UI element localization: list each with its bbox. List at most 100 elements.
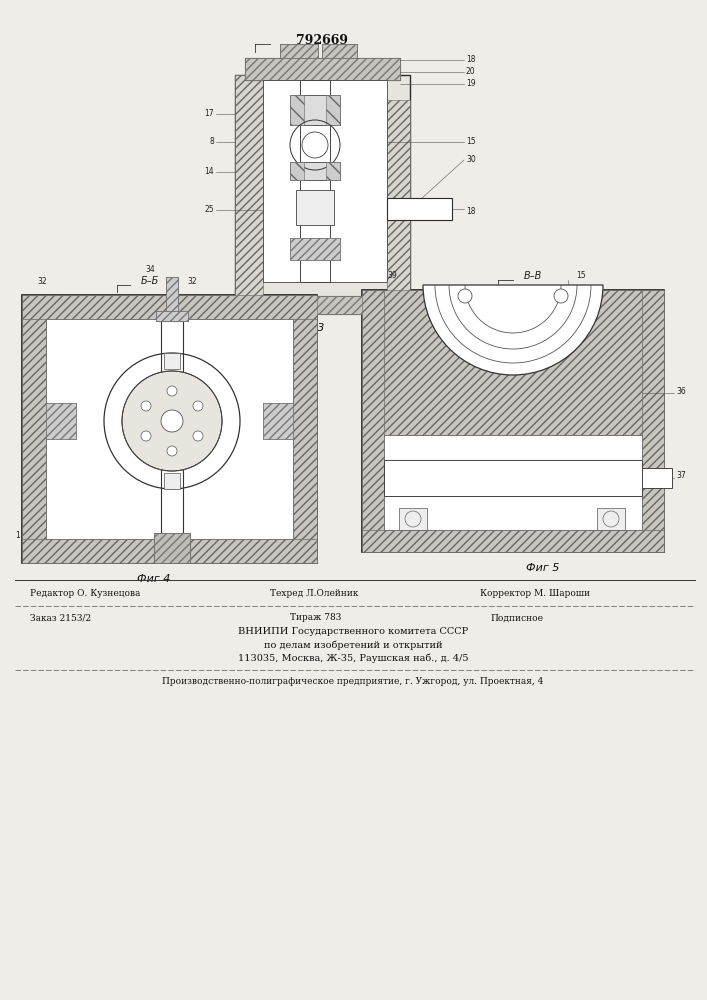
Text: 18: 18: [466, 55, 476, 64]
Text: 35: 35: [56, 412, 66, 420]
Bar: [384, 435, 642, 530]
Bar: [326, 162, 340, 180]
Bar: [164, 353, 180, 369]
Text: 19: 19: [466, 80, 476, 89]
Bar: [280, 44, 318, 58]
Text: В–В: В–В: [524, 271, 542, 281]
Bar: [235, 296, 470, 314]
Text: Б–Б: Б–Б: [141, 276, 159, 286]
Bar: [46, 403, 76, 439]
Circle shape: [141, 431, 151, 441]
Circle shape: [161, 410, 183, 432]
Bar: [161, 321, 183, 537]
Bar: [387, 100, 410, 300]
Text: 32: 32: [187, 276, 197, 286]
Circle shape: [458, 289, 472, 303]
Bar: [46, 403, 76, 439]
Text: 37: 37: [676, 472, 686, 481]
Bar: [326, 95, 340, 125]
Bar: [642, 468, 672, 488]
Bar: [362, 530, 664, 552]
Text: 113035, Москва, Ж-35, Раушская наб., д. 4/5: 113035, Москва, Ж-35, Раушская наб., д. …: [238, 653, 468, 663]
Bar: [290, 162, 304, 180]
Bar: [300, 80, 330, 282]
Bar: [362, 290, 664, 552]
Bar: [597, 508, 625, 530]
Circle shape: [122, 371, 222, 471]
Bar: [263, 403, 293, 439]
Bar: [290, 238, 340, 260]
Bar: [263, 80, 387, 282]
Circle shape: [554, 289, 568, 303]
Bar: [362, 290, 384, 530]
Text: 21: 21: [219, 306, 229, 315]
Text: 1: 1: [16, 530, 20, 540]
Text: 17: 17: [204, 109, 214, 118]
Bar: [164, 473, 180, 489]
Text: 32: 32: [37, 276, 47, 286]
Bar: [290, 95, 304, 125]
Bar: [156, 311, 188, 321]
Text: 25: 25: [204, 206, 214, 215]
Text: 15: 15: [576, 271, 586, 280]
Bar: [235, 75, 410, 300]
Text: 34: 34: [145, 265, 155, 274]
Bar: [293, 319, 317, 539]
Wedge shape: [423, 285, 603, 375]
Bar: [290, 162, 340, 180]
Text: 30: 30: [466, 155, 476, 164]
Bar: [154, 533, 190, 563]
Text: Редактор О. Кузнецова: Редактор О. Кузнецова: [30, 589, 141, 598]
Text: Фиг 5: Фиг 5: [526, 563, 560, 573]
Bar: [22, 295, 317, 563]
Bar: [245, 58, 400, 80]
Bar: [22, 539, 317, 563]
Text: Фиг 3: Фиг 3: [291, 323, 325, 333]
Bar: [387, 198, 452, 220]
Text: Заказ 2153/2: Заказ 2153/2: [30, 613, 91, 622]
Text: Фиг 4: Фиг 4: [137, 574, 170, 584]
Bar: [280, 44, 318, 58]
Text: 39: 39: [387, 271, 397, 280]
Bar: [290, 95, 340, 125]
Text: 20: 20: [466, 68, 476, 77]
Bar: [235, 296, 470, 314]
Bar: [384, 290, 642, 435]
Text: по делам изобретений и открытий: по делам изобретений и открытий: [264, 640, 443, 650]
Bar: [642, 290, 664, 530]
Text: 36: 36: [676, 386, 686, 395]
Text: Подписное: Подписное: [490, 613, 543, 622]
Circle shape: [141, 401, 151, 411]
Text: 15: 15: [466, 137, 476, 146]
Bar: [235, 75, 263, 300]
Bar: [22, 319, 46, 539]
Text: 8: 8: [209, 137, 214, 146]
Text: Тираж 783: Тираж 783: [290, 613, 341, 622]
Bar: [296, 190, 334, 225]
Bar: [290, 238, 340, 260]
Bar: [399, 508, 427, 530]
Text: Техред Л.Олейник: Техред Л.Олейник: [270, 589, 358, 598]
Bar: [166, 277, 178, 319]
Bar: [156, 311, 188, 321]
Bar: [166, 277, 178, 319]
Bar: [154, 533, 190, 563]
Bar: [322, 44, 357, 58]
Circle shape: [167, 386, 177, 396]
Bar: [46, 319, 293, 539]
Circle shape: [193, 401, 203, 411]
Text: Корректор М. Шароши: Корректор М. Шароши: [480, 589, 590, 598]
Circle shape: [167, 446, 177, 456]
Circle shape: [193, 431, 203, 441]
Text: 18: 18: [466, 208, 476, 217]
Bar: [384, 460, 642, 496]
Bar: [22, 295, 317, 319]
Bar: [245, 58, 400, 80]
Text: 14: 14: [204, 167, 214, 176]
Bar: [322, 44, 357, 58]
Text: ВНИИПИ Государственного комитета СССР: ВНИИПИ Государственного комитета СССР: [238, 628, 468, 637]
Text: Производственно-полиграфическое предприятие, г. Ужгород, ул. Проектная, 4: Производственно-полиграфическое предприя…: [163, 678, 544, 686]
Text: 792669: 792669: [296, 33, 348, 46]
Bar: [263, 403, 293, 439]
Text: А–А: А–А: [294, 43, 312, 53]
